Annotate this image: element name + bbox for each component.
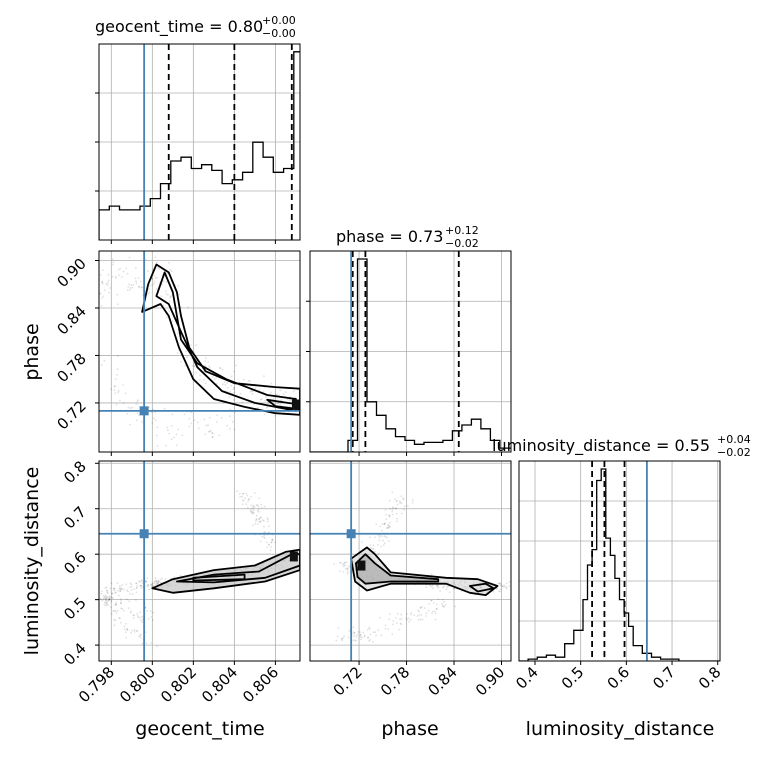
panel-dist-vs-time-contour-1	[176, 553, 300, 584]
panel-dist-vs-time-ytick-label-1: 0.5	[60, 594, 90, 624]
panel-phase-vs-time-truth-marker	[139, 406, 149, 416]
panel-phase-vs-time-contour-1	[155, 271, 297, 412]
luminosity-distance-histogram	[519, 468, 720, 661]
panel-dist-vs-phase-xtick-label-3: 0.90	[472, 663, 508, 699]
panel-dist-hist-xtick-label-1: 0.5	[558, 663, 588, 693]
panel-dist-vs-time-xtick-label-3: 0.804	[198, 663, 241, 706]
panel-dist-vs-time-truth-marker	[139, 529, 149, 539]
luminosity-distance-group	[519, 461, 720, 661]
panel-dist-vs-phase-xtick-label-2: 0.84	[425, 663, 461, 699]
panel-dist-vs-time-ytick-label-3: 0.7	[60, 503, 90, 533]
panel-dist-vs-time-contour-2	[192, 573, 246, 582]
title-geocent-time-minus: −0.00	[262, 27, 296, 40]
panel-dist-vs-phase-contour-0	[350, 546, 499, 596]
title-geocent-time: geocent_time = 0.80 +0.00 −0.00	[95, 14, 296, 40]
title-phase: phase = 0.73 +0.12 −0.02	[336, 224, 479, 250]
panel-dist-vs-phase-contour-2	[469, 582, 495, 593]
panel-dist-hist-xtick-label-3: 0.7	[649, 663, 679, 693]
panel-phase-vs-time-ytick-label-3: 0.90	[53, 255, 89, 291]
panel-dist-vs-time-xtick-label-1: 0.800	[116, 663, 159, 706]
title-geocent-time-main: geocent_time = 0.80	[95, 17, 263, 37]
geocent-time-group	[99, 44, 300, 240]
title-phase-minus: −0.02	[445, 237, 479, 250]
title-luminosity-distance-minus: −0.02	[717, 446, 751, 459]
panel-dist-vs-phase-xtick-label-0: 0.72	[330, 663, 366, 699]
panel-dist-hist-xtick-label-4: 0.8	[695, 663, 725, 693]
panel-phase-vs-time-frame	[98, 250, 301, 453]
panel-phase-vs-time-contour-2	[266, 398, 300, 411]
panel-dist-vs-phase-contour-1	[355, 553, 440, 585]
grid-layer	[99, 44, 720, 661]
data-layer	[99, 44, 720, 661]
panel-dist-vs-time-group	[99, 461, 300, 661]
title-luminosity-distance-main: luminosity_distance = 0.55	[492, 436, 710, 456]
y-axis-label-luminosity-distance: luminosity_distance	[21, 467, 43, 656]
panel-dist-hist-xtick-label-2: 0.6	[604, 663, 634, 693]
panel-dist-vs-phase-frame	[309, 460, 512, 662]
panel-dist-vs-phase-xtick-label-1: 0.78	[377, 663, 413, 699]
panel-phase-vs-time-density-peak-0	[291, 399, 300, 410]
panel-dist-vs-time-contour-0	[151, 548, 300, 594]
panel-dist-vs-time-xtick-label-2: 0.802	[157, 663, 200, 706]
panel-phase-vs-time-ytick-label-1: 0.78	[53, 350, 89, 386]
panel-dist-vs-phase-density-peak-0	[357, 560, 366, 571]
title-geocent-time-plus: +0.00	[262, 14, 296, 27]
panel-dist-hist-xtick-label-0: 0.4	[512, 663, 542, 693]
x-axis-label-geocent-time: geocent_time	[135, 718, 264, 740]
title-phase-main: phase = 0.73	[336, 227, 443, 246]
x-axis-label-luminosity-distance: luminosity_distance	[526, 718, 715, 740]
panel-phase-vs-time-ytick-label-2: 0.84	[53, 302, 89, 338]
panel-dist-hist-frame	[518, 460, 721, 662]
title-phase-plus: +0.12	[445, 224, 479, 237]
phase-histogram	[310, 258, 511, 452]
panel-dist-vs-time-ytick-label-2: 0.6	[60, 548, 90, 578]
panel-dist-vs-time-xtick-label-0: 0.798	[75, 663, 118, 706]
panel-dist-vs-time-xtick-label-4: 0.806	[239, 663, 282, 706]
x-axis-label-phase: phase	[381, 718, 438, 740]
panel-dist-vs-time-ytick-label-0: 0.4	[60, 639, 90, 669]
title-luminosity-distance-plus: +0.04	[717, 433, 751, 446]
panel-phase-vs-time-ytick-label-0: 0.72	[53, 397, 89, 433]
phase-group	[310, 251, 511, 452]
panel-phase-vs-time-group	[99, 251, 300, 452]
y-axis-label-phase: phase	[21, 323, 43, 380]
geocent-time-histogram	[99, 51, 300, 240]
panel-dist-vs-phase-truth-marker	[346, 529, 356, 539]
panel-dist-vs-phase-group	[310, 461, 511, 661]
panel-dist-vs-time-density-peak-0	[289, 551, 298, 562]
panel-dist-vs-time-frame	[98, 460, 301, 662]
panel-dist-vs-time-ytick-label-4: 0.8	[60, 457, 90, 487]
panel-phase-vs-time-contour-0	[141, 263, 300, 416]
title-luminosity-distance: luminosity_distance = 0.55 +0.04 −0.02	[492, 433, 751, 459]
